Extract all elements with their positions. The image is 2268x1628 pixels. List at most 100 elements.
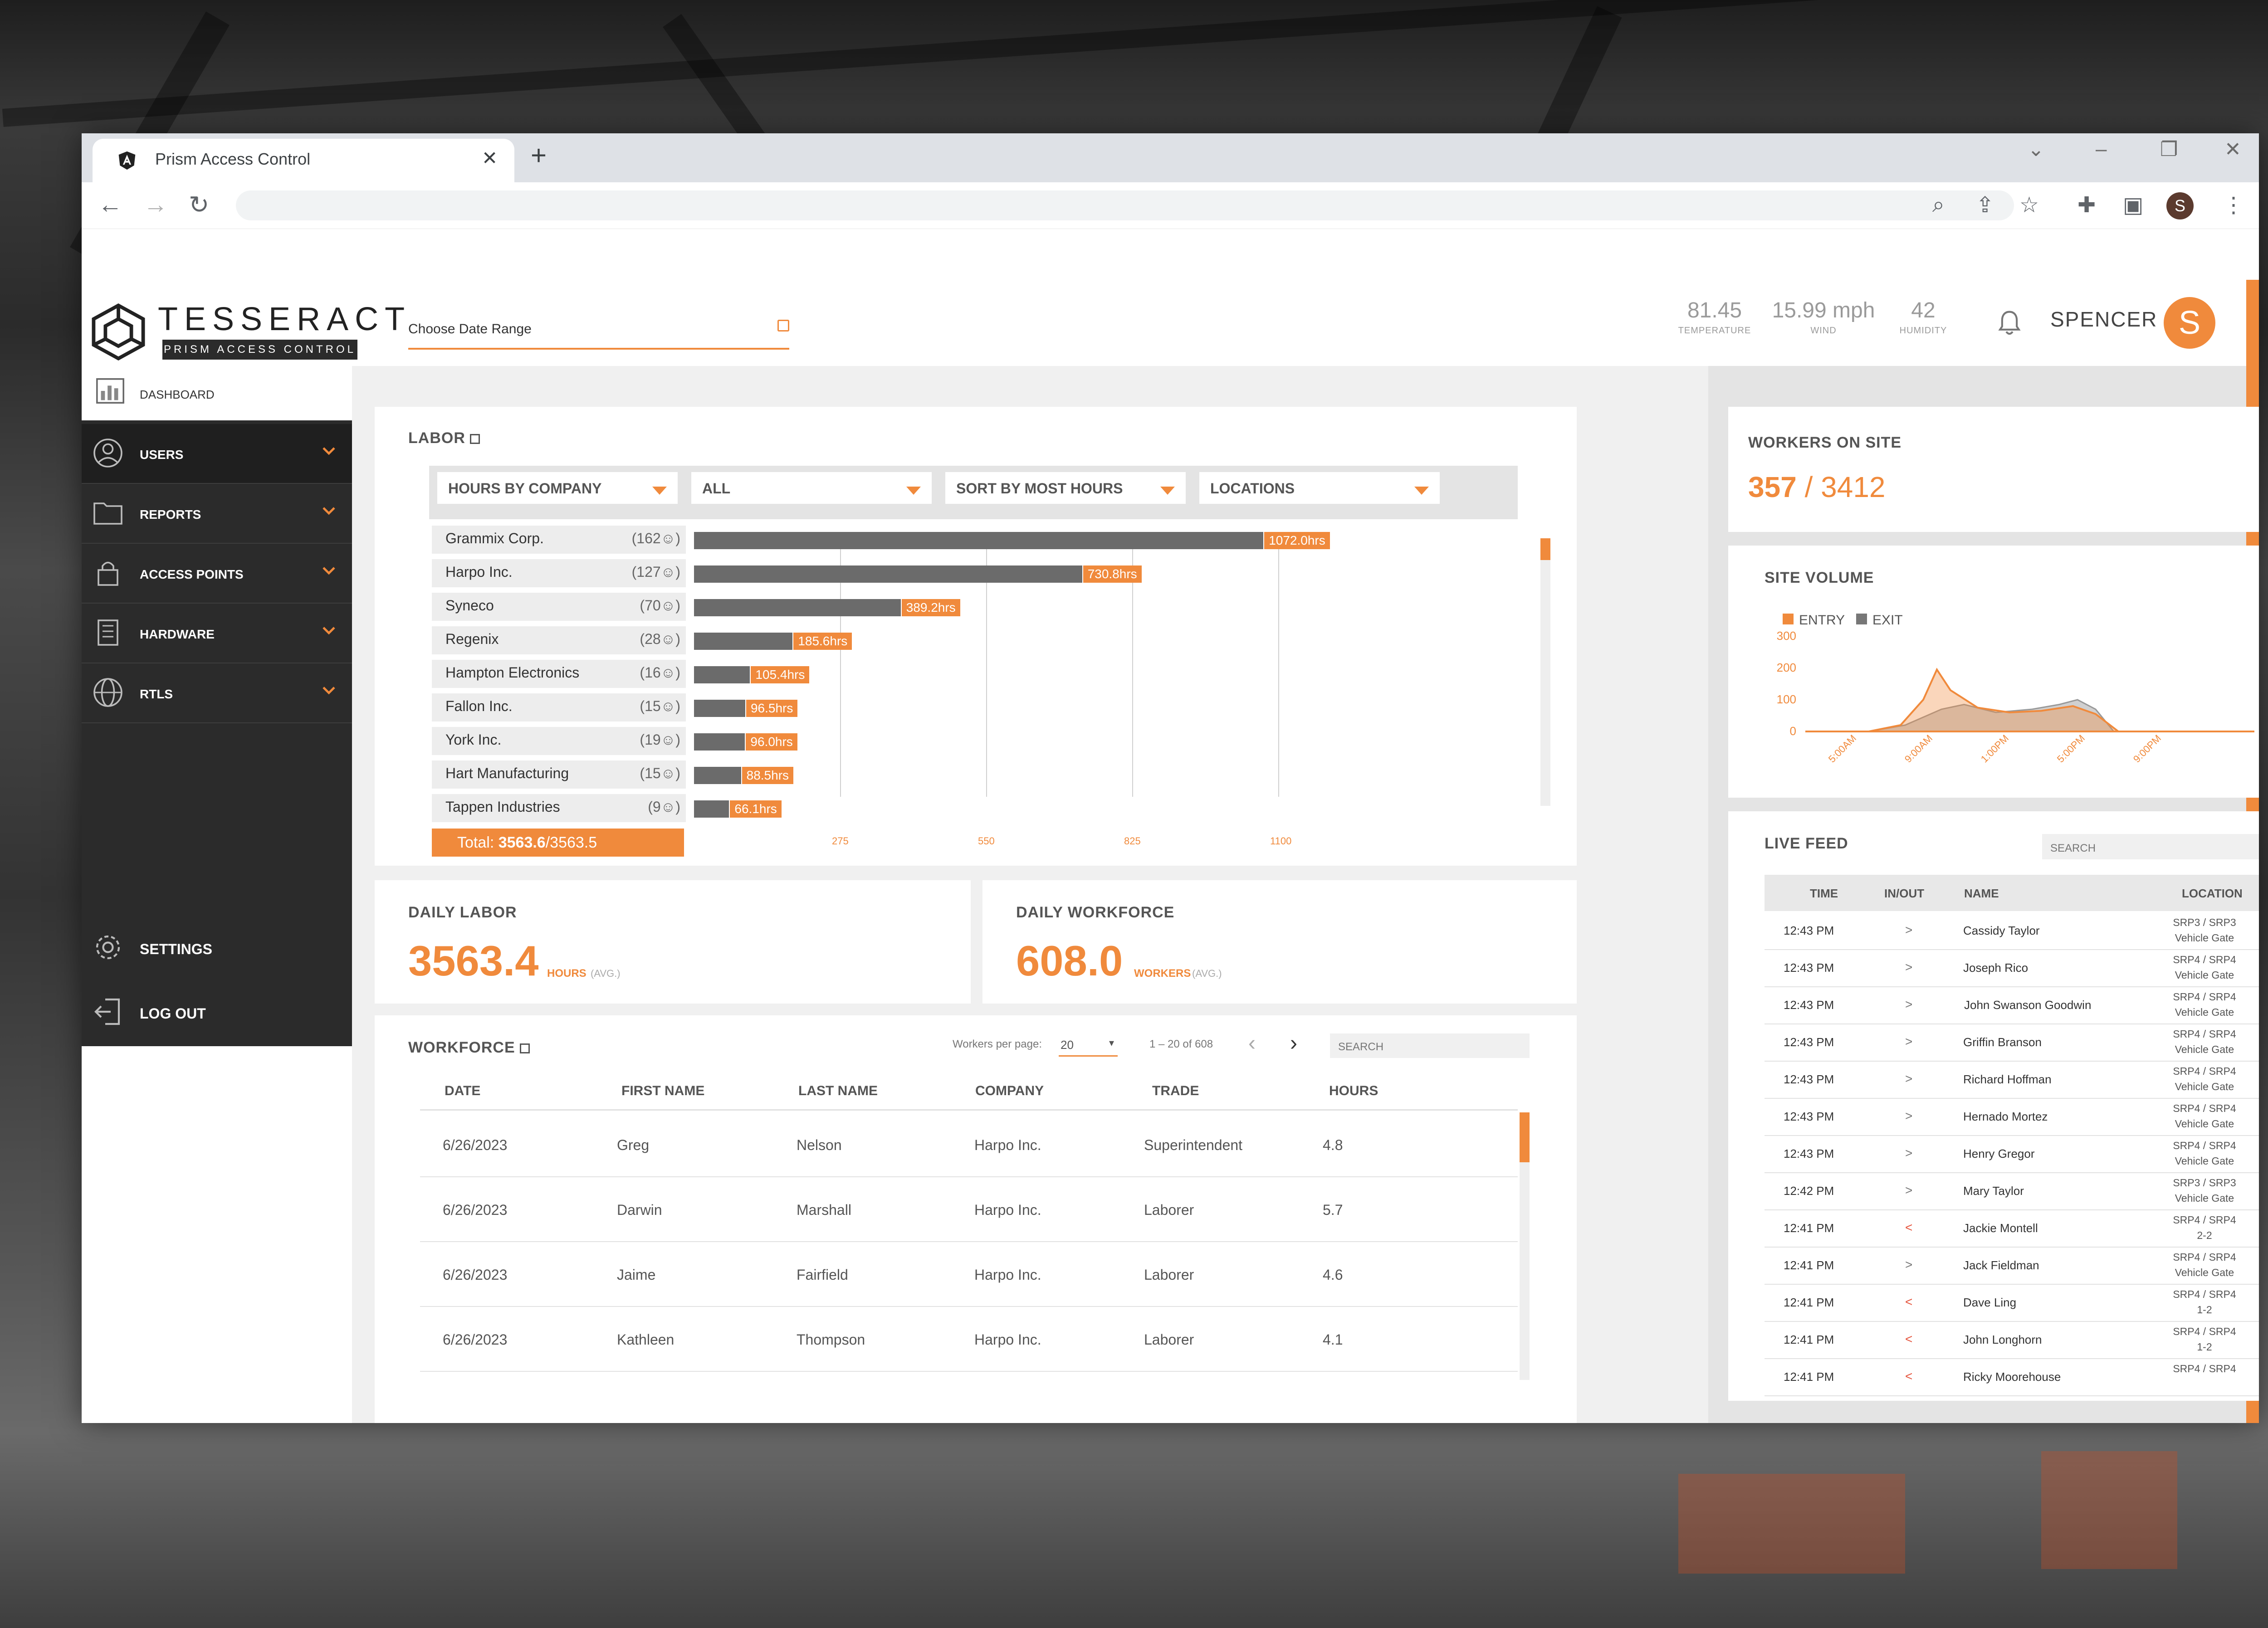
date-range-picker[interactable]: Choose Date Range [408,307,789,350]
chart-category-row[interactable]: York Inc. (19☺) [432,727,686,755]
table-row[interactable]: 6/26/2023 Greg Nelson Harpo Inc. Superintend… [420,1111,1518,1177]
sidebar-item-settings[interactable]: SETTINGS [82,917,352,976]
table-row[interactable]: 6/26/2023 Kathleen Thompson Harpo Inc. Labor… [420,1306,1518,1372]
workforce-search-input[interactable]: SEARCH [1330,1033,1530,1058]
user-name[interactable]: SPENCER [2050,307,2158,331]
legend-entry-label: ENTRY [1799,613,1845,628]
filter-locations[interactable]: LOCATIONS [1199,472,1440,504]
chart-category-row[interactable]: Regenix (28☺) [432,626,686,654]
person-icon: ☺) [660,631,680,647]
column-header[interactable]: FIRST NAME [621,1083,705,1098]
brand-logo[interactable]: TESSERACT PRISM ACCESS CONTROL [89,298,405,361]
labor-title[interactable]: LABOR [408,429,480,447]
back-icon[interactable]: ← [98,191,122,218]
worker-count: (9☺) [648,799,680,815]
workforce-scrollbar[interactable] [1520,1112,1530,1380]
chart-category-row[interactable]: Syneco (70☺) [432,593,686,621]
list-item[interactable]: 12:42 PM > Mary Taylor SRP3 / SRP3 Vehicle G… [1765,1172,2259,1210]
menu-kebab-icon[interactable]: ⋮ [2223,193,2244,217]
list-item[interactable]: 12:43 PM > Griffin Branson SRP4 / SRP4 Vehic… [1765,1024,2259,1062]
chevron-down-icon[interactable] [322,444,336,458]
forward-icon[interactable]: → [143,191,168,218]
column-header[interactable]: NAME [1964,887,1999,900]
reload-icon[interactable]: ↻ [189,191,210,219]
list-item[interactable]: 12:43 PM > Joseph Rico SRP4 / SRP4 Vehicle G… [1765,949,2259,987]
chevron-down-icon[interactable] [322,683,336,697]
list-item[interactable]: 12:43 PM > Cassidy Taylor SRP3 / SRP3 Vehicl… [1765,912,2259,950]
list-item[interactable]: 12:43 PM > John Swanson Goodwin SRP4 / SRP4… [1765,986,2259,1024]
list-item[interactable]: 12:43 PM > Hernado Mortez SRP4 / SRP4 Vehicl… [1765,1098,2259,1136]
chart-category-row[interactable]: Fallon Inc. (15☺) [432,693,686,721]
minimize-icon[interactable]: – [2096,138,2107,160]
table-row[interactable]: 6/26/2023 Darwin Marshall Harpo Inc. Laborer… [420,1176,1518,1242]
browser-profile-avatar[interactable]: S [2166,192,2194,219]
list-item[interactable]: 12:41 PM < Jackie Montell SRP4 / SRP4 2-2 [1765,1209,2259,1248]
extensions-icon[interactable]: ✚ [2077,193,2096,217]
tab-search-icon[interactable]: ⌄ [2028,138,2044,161]
browser-tab[interactable]: Prism Access Control ✕ [93,139,514,182]
sidebar-item-reports[interactable]: REPORTS [82,484,352,544]
side-panel-icon[interactable]: ▣ [2123,193,2144,217]
chart-bar[interactable] [694,700,745,717]
chevron-down-icon[interactable] [322,564,336,577]
chart-bar[interactable] [694,599,901,616]
chart-category-row[interactable]: Hart Manufacturing (15☺) [432,760,686,789]
close-window-icon[interactable]: ✕ [2224,138,2241,161]
table-row[interactable]: 6/26/2023 Jaime Fairfield Harpo Inc. Laborer… [420,1241,1518,1307]
new-tab-button[interactable]: + [531,140,547,171]
sidebar-item-access-points[interactable]: ACCESS POINTS [82,544,352,604]
list-item[interactable]: 12:41 PM < Dave Ling SRP4 / SRP4 1-2 [1765,1284,2259,1322]
live-feed-search-input[interactable]: SEARCH [2042,834,2259,859]
list-item[interactable]: 12:43 PM > Richard Hoffman SRP4 / SRP4 Vehic… [1765,1061,2259,1099]
filter-group-by[interactable]: HOURS BY COMPANY [437,472,678,504]
column-header[interactable]: LAST NAME [798,1083,878,1098]
external-link-icon[interactable] [469,434,480,444]
column-header[interactable]: DATE [445,1083,481,1098]
zoom-icon[interactable]: ⌕ [1932,193,1945,217]
column-header[interactable]: LOCATION [2182,887,2243,900]
chart-bar[interactable] [694,800,729,818]
restore-icon[interactable]: ❐ [2160,138,2178,161]
sidebar-item-hardware[interactable]: HARDWARE [82,604,352,663]
prev-page-icon[interactable]: ‹ [1248,1031,1256,1055]
chart-bar[interactable] [694,532,1264,549]
labor-scrollbar[interactable] [1540,538,1550,806]
calendar-icon[interactable] [777,320,789,331]
notification-bell-icon[interactable] [1997,310,2022,337]
chart-bar[interactable] [694,666,750,683]
chart-category-row[interactable]: Tappen Industries (9☺) [432,794,686,822]
chart-category-row[interactable]: Harpo Inc. (127☺) [432,559,686,587]
sidebar-item-logout[interactable]: LOG OUT [82,982,352,1041]
per-page-select[interactable]: 20 ▾ [1059,1033,1118,1057]
list-item[interactable]: 12:41 PM < Ricky Moorehouse SRP4 / SRP4 [1765,1358,2259,1396]
external-link-icon[interactable] [519,1043,530,1054]
next-page-icon[interactable]: › [1290,1031,1297,1055]
chart-bar[interactable] [694,633,793,650]
chart-category-row[interactable]: Hampton Electronics (16☺) [432,660,686,688]
filter-company[interactable]: ALL [691,472,932,504]
list-item[interactable]: 12:41 PM < John Longhorn SRP4 / SRP4 1-2 [1765,1321,2259,1359]
close-tab-icon[interactable]: ✕ [482,147,498,169]
bookmark-star-icon[interactable]: ☆ [2019,193,2039,217]
chart-bar[interactable] [694,565,1082,583]
chart-category-row[interactable]: Grammix Corp. (162☺) [432,526,686,554]
chart-bar[interactable] [694,733,745,751]
user-avatar[interactable]: S [2164,297,2215,349]
column-header[interactable]: TRADE [1152,1083,1199,1098]
chevron-down-icon[interactable] [322,624,336,637]
chevron-down-icon[interactable] [322,504,336,517]
column-header[interactable]: COMPANY [975,1083,1044,1098]
chart-bar[interactable] [694,767,741,784]
filter-sort[interactable]: SORT BY MOST HOURS [945,472,1186,504]
column-header[interactable]: IN/OUT [1884,887,1925,900]
column-header[interactable]: TIME [1810,887,1838,900]
list-item[interactable]: 12:41 PM > Jack Fieldman SRP4 / SRP4 Vehicle… [1765,1247,2259,1285]
sidebar-item-dashboard[interactable]: DASHBOARD [82,366,352,420]
column-header[interactable]: HOURS [1329,1083,1378,1098]
address-bar[interactable] [236,190,2014,220]
workforce-title[interactable]: WORKFORCE [408,1039,530,1057]
sidebar-item-users[interactable]: USERS [82,424,352,484]
share-icon[interactable]: ⇪ [1976,193,1994,217]
list-item[interactable]: 12:43 PM > Henry Gregor SRP4 / SRP4 Vehicle … [1765,1135,2259,1173]
sidebar-item-rtls[interactable]: RTLS [82,663,352,723]
